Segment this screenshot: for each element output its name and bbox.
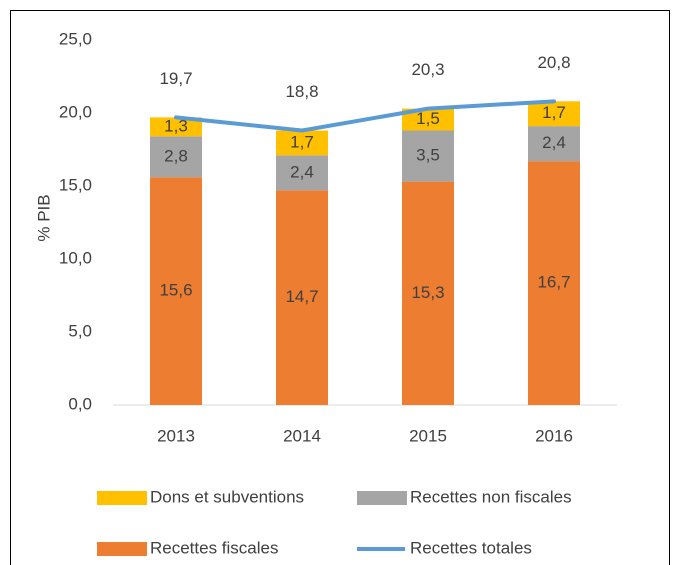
data-label: 20,8 bbox=[537, 53, 570, 72]
legend-label: Recettes fiscales bbox=[150, 538, 279, 557]
bar-segment bbox=[150, 136, 202, 178]
data-label: 15,6 bbox=[159, 281, 192, 300]
y-tick-label: 5,0 bbox=[68, 321, 92, 340]
bar-segment bbox=[276, 130, 328, 156]
bar-segment bbox=[150, 177, 202, 405]
bar-segment bbox=[402, 181, 454, 405]
data-label: 20,3 bbox=[411, 60, 444, 79]
bar-segment bbox=[150, 117, 202, 137]
data-label: 19,7 bbox=[159, 69, 192, 88]
data-label: 3,5 bbox=[416, 146, 440, 165]
bar-segment bbox=[402, 130, 454, 182]
data-label: 1,5 bbox=[416, 109, 440, 128]
line bbox=[174, 99, 556, 133]
data-label: 16,7 bbox=[537, 273, 570, 292]
y-tick-label: 15,0 bbox=[59, 175, 92, 194]
legend-label: Dons et subventions bbox=[150, 487, 304, 506]
bar-segment bbox=[528, 161, 580, 405]
x-tick-label: 2016 bbox=[535, 426, 573, 445]
legend-swatch bbox=[357, 491, 407, 505]
legend-swatch bbox=[97, 542, 147, 556]
bar-segment bbox=[276, 155, 328, 191]
legend-label: Recettes totales bbox=[410, 538, 532, 557]
data-label: 2,8 bbox=[164, 146, 188, 165]
data-label: 14,7 bbox=[285, 287, 318, 306]
legend-label: Recettes non fiscales bbox=[410, 487, 572, 506]
y-tick-label: 10,0 bbox=[59, 248, 92, 267]
y-tick-label: 25,0 bbox=[59, 29, 92, 48]
y-axis-label: % PIB bbox=[34, 194, 53, 241]
bar-segment bbox=[276, 190, 328, 405]
x-tick-label: 2013 bbox=[157, 426, 195, 445]
bar-segment bbox=[528, 126, 580, 162]
x-tick-label: 2015 bbox=[409, 426, 447, 445]
y-tick-label: 20,0 bbox=[59, 102, 92, 121]
legend-swatch bbox=[97, 491, 147, 505]
data-label: 2,4 bbox=[290, 162, 314, 181]
y-tick-label: 0,0 bbox=[68, 394, 92, 413]
data-label: 1,3 bbox=[164, 116, 188, 135]
data-label: 18,8 bbox=[285, 82, 318, 101]
data-label: 15,3 bbox=[411, 283, 444, 302]
bar-segment bbox=[528, 101, 580, 127]
data-label: 1,7 bbox=[542, 103, 566, 122]
bar-segment bbox=[402, 108, 454, 131]
x-tick-label: 2014 bbox=[283, 426, 321, 445]
data-label: 2,4 bbox=[542, 133, 566, 152]
data-label: 1,7 bbox=[290, 132, 314, 151]
